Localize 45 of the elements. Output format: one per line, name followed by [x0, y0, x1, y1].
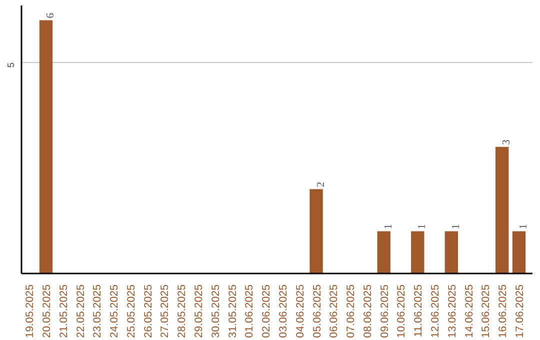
x-tick-label: 16.06.2025 [497, 284, 510, 338]
x-tick-label: 17.06.2025 [514, 284, 526, 338]
x-tick-label: 14.06.2025 [463, 284, 476, 338]
x-tick-label: 09.06.2025 [378, 284, 391, 338]
x-tick-label: 30.05.2025 [210, 284, 222, 338]
x-tick-label: 28.05.2025 [176, 284, 188, 338]
x-tick-label: 19.05.2025 [24, 284, 36, 338]
data-label: 6 [45, 12, 56, 18]
x-tick-label: 01.06.2025 [244, 284, 256, 338]
x-tick-label: 03.06.2025 [277, 284, 290, 338]
bar [39, 20, 53, 274]
x-tick-label: 21.05.2025 [58, 284, 70, 338]
data-label: 1 [518, 224, 530, 230]
bar [512, 231, 526, 274]
x-tick-label: 11.06.2025 [412, 284, 425, 338]
x-tick-label: 02.06.2025 [260, 284, 273, 338]
x-tick-label: 23.05.2025 [92, 284, 104, 338]
x-tick-label: 07.06.2025 [345, 284, 358, 338]
x-tick-label: 08.06.2025 [362, 284, 374, 338]
data-label: 1 [417, 224, 428, 230]
x-tick-label: 06.06.2025 [328, 284, 340, 338]
data-label: 3 [502, 140, 513, 145]
data-label: 1 [450, 224, 462, 230]
bar [377, 231, 390, 274]
x-tick-label: 25.05.2025 [125, 284, 138, 338]
data-label: 1 [383, 224, 394, 230]
x-tick-label: 31.05.2025 [226, 284, 239, 338]
x-tick-label: 04.06.2025 [294, 284, 306, 338]
x-tick-label: 10.06.2025 [396, 284, 408, 338]
y-tick-label: 5 [6, 62, 16, 68]
x-tick-label: 15.06.2025 [480, 284, 492, 338]
x-tick-label: 22.05.2025 [74, 284, 87, 338]
x-tick-label: 24.05.2025 [108, 284, 121, 338]
x-tick-label: 05.06.2025 [311, 284, 324, 338]
x-tick-label: 26.05.2025 [142, 284, 154, 338]
x-tick-label: 27.05.2025 [159, 284, 172, 338]
x-tick-label: 20.05.2025 [40, 284, 53, 338]
x-tick-label: 13.06.2025 [446, 284, 458, 338]
bar [496, 146, 509, 274]
data-label: 2 [316, 182, 327, 188]
bar [444, 231, 458, 274]
bar [310, 189, 323, 274]
x-tick-label: 12.06.2025 [430, 284, 442, 338]
bar [411, 231, 424, 274]
x-tick-label: 29.05.2025 [193, 284, 206, 338]
